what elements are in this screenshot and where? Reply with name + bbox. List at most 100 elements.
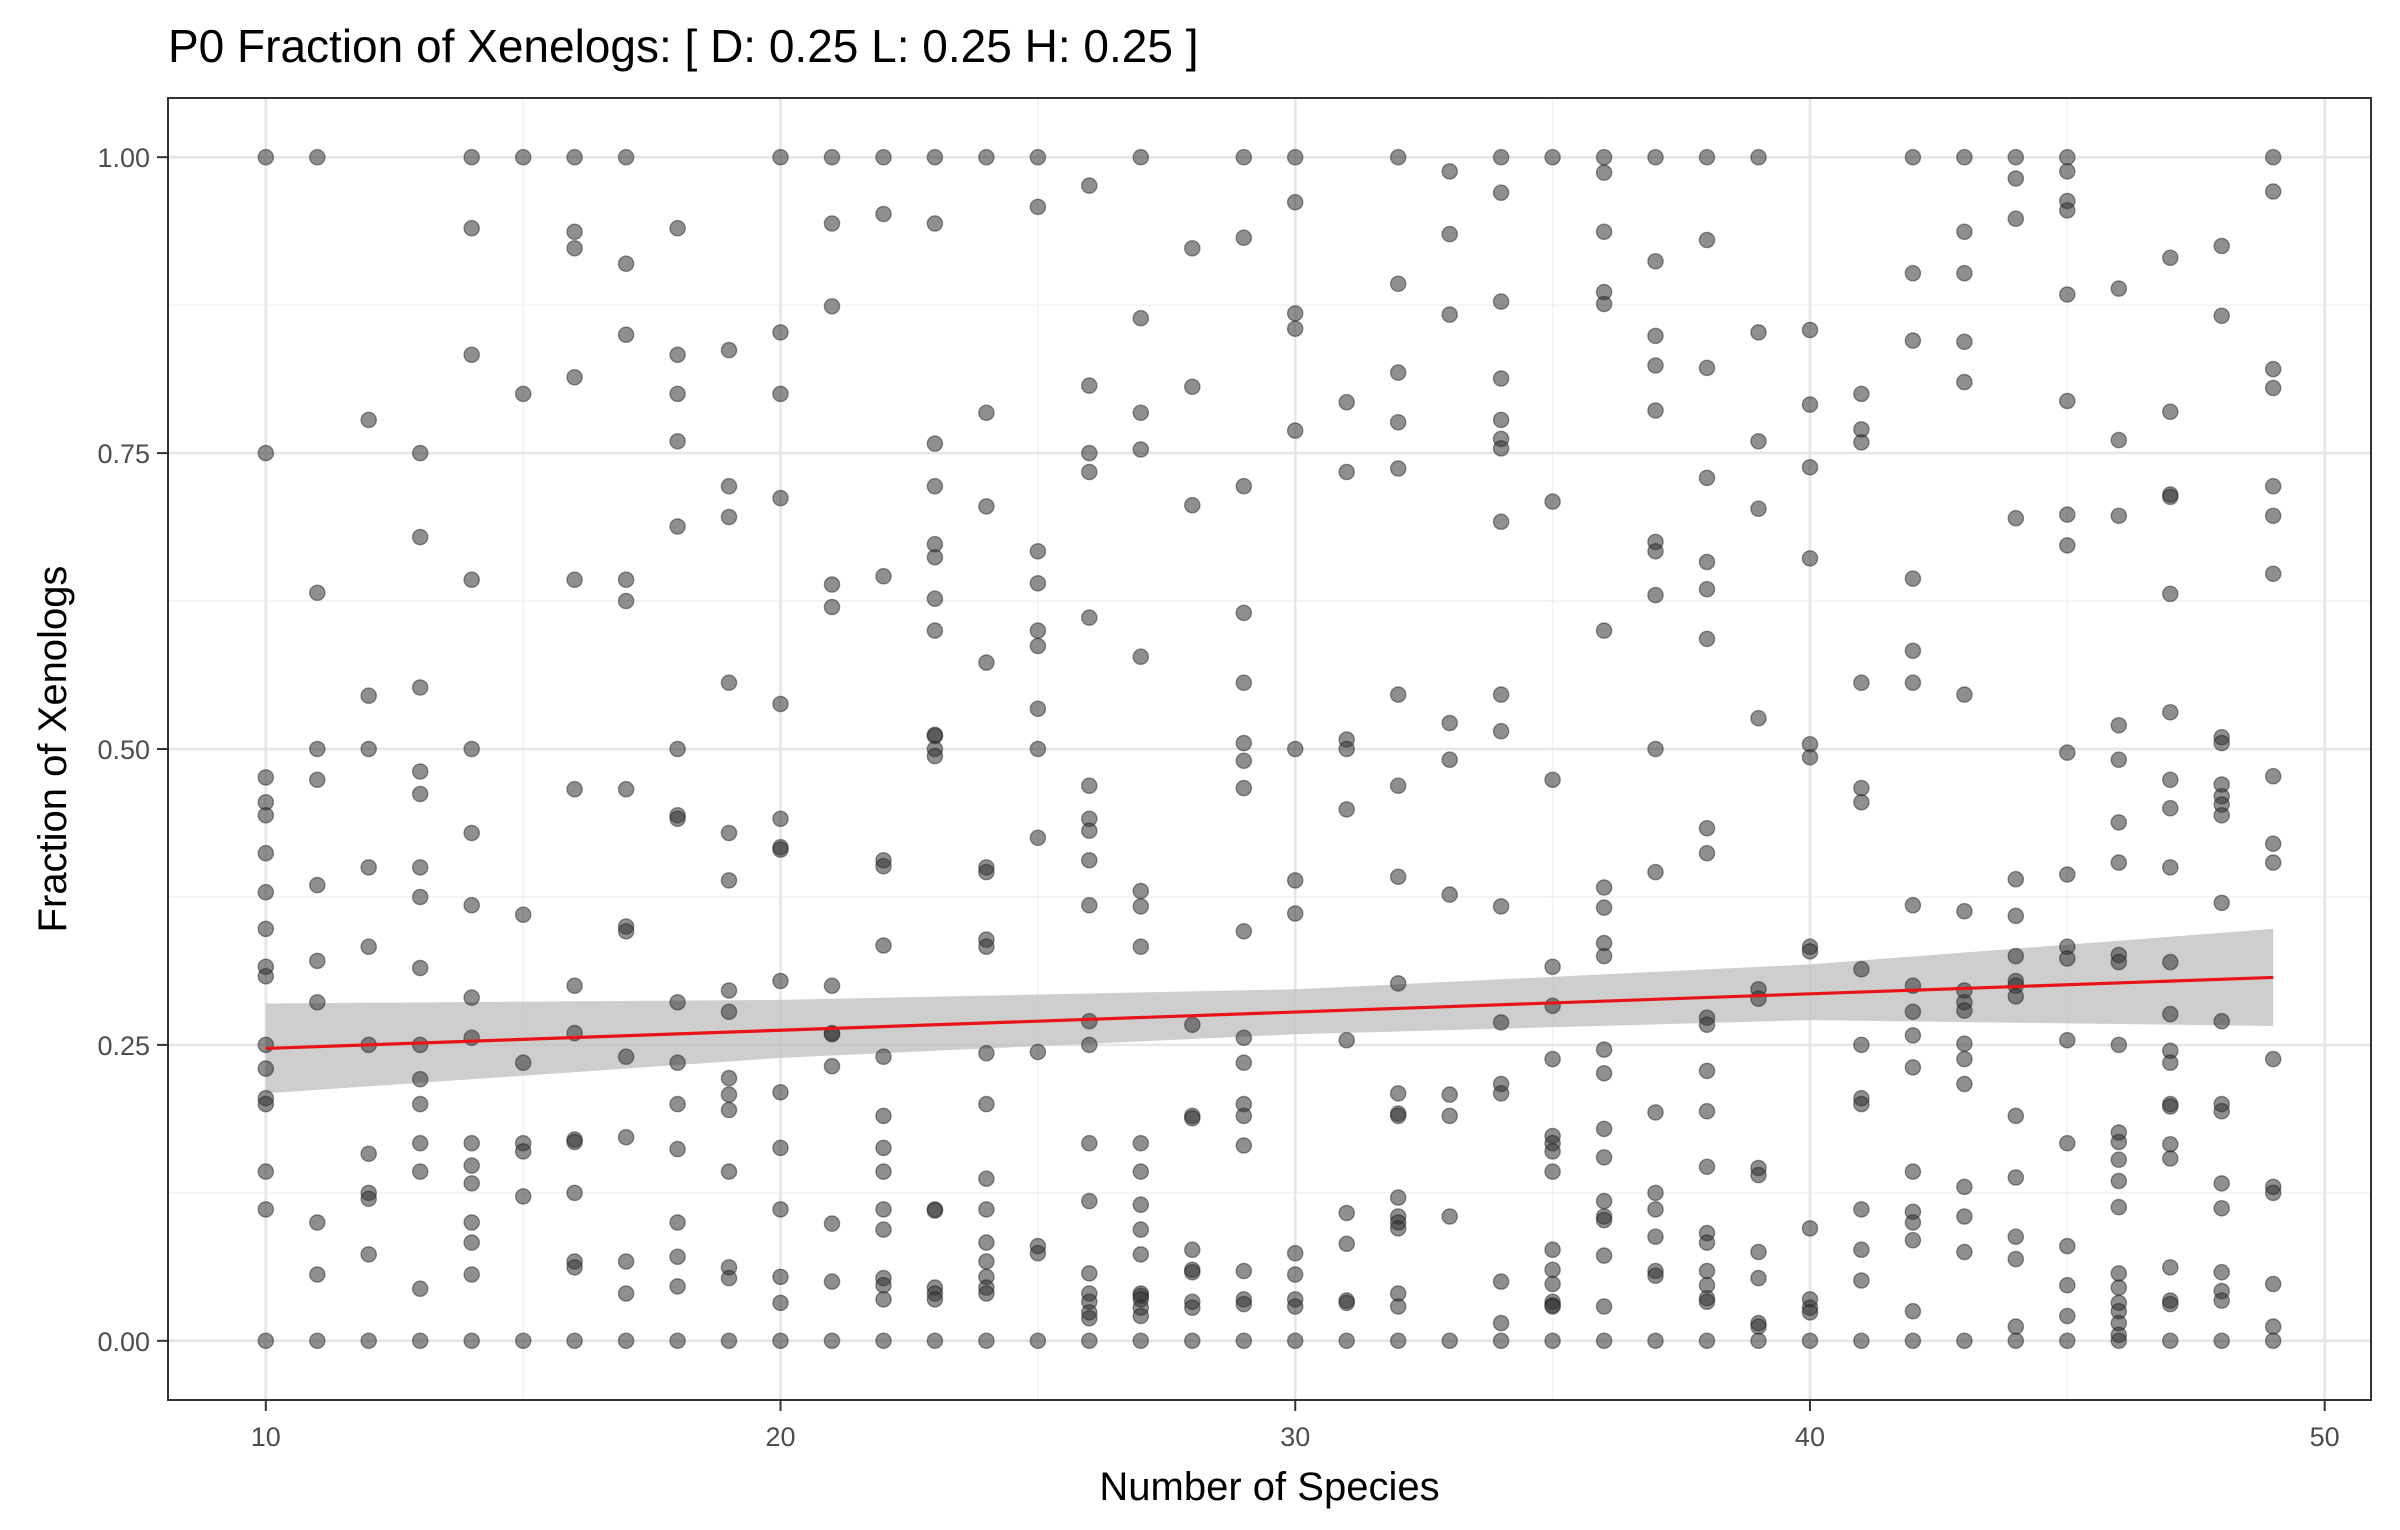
data-point (1956, 1243, 1973, 1261)
data-point (772, 841, 789, 858)
data-point (2007, 170, 2025, 187)
data-point (1647, 1184, 1664, 1202)
data-point (1338, 393, 1355, 411)
data-point (1647, 148, 1664, 166)
data-point (2110, 717, 2128, 734)
data-point (1544, 997, 1561, 1015)
data-point (1853, 434, 1870, 451)
data-point (1647, 327, 1664, 345)
data-point (1029, 829, 1047, 847)
data-point (1132, 1246, 1150, 1263)
data-point (360, 938, 378, 956)
data-point (875, 1276, 892, 1294)
data-point (2161, 859, 2179, 876)
data-point (1801, 396, 1819, 413)
data-point (1081, 1012, 1098, 1030)
data-point (617, 1332, 635, 1350)
data-point (463, 571, 481, 589)
data-point (2161, 953, 2179, 971)
data-point (1904, 1163, 1922, 1180)
data-point (2161, 1150, 2179, 1167)
data-point (566, 780, 583, 798)
data-point (308, 1332, 326, 1350)
data-point (1235, 674, 1253, 692)
data-point (308, 740, 326, 758)
data-point (1595, 1211, 1613, 1229)
data-point (2161, 1259, 2179, 1276)
data-point (2213, 237, 2230, 255)
data-point (1081, 377, 1098, 394)
data-point (257, 1095, 275, 1113)
data-point (617, 326, 635, 344)
data-point (1492, 370, 1510, 387)
data-point (1338, 1235, 1355, 1253)
data-point (926, 148, 944, 166)
data-point (1595, 1332, 1613, 1350)
data-point (1698, 1102, 1716, 1120)
data-point (2161, 771, 2179, 789)
data-point (2110, 280, 2128, 297)
data-point (1132, 1196, 1150, 1213)
data-point (2007, 1250, 2025, 1268)
data-point (1801, 458, 1819, 476)
data-point (463, 1029, 481, 1047)
data-point (1801, 1304, 1819, 1321)
data-point (823, 148, 841, 166)
data-point (2058, 537, 2076, 554)
data-point (1029, 740, 1047, 758)
data-point (1956, 333, 1973, 351)
data-point (978, 1044, 995, 1062)
data-point (514, 148, 532, 166)
data-point (1853, 1272, 1870, 1289)
data-point (1029, 1332, 1047, 1350)
data-point (1956, 1332, 1973, 1350)
data-point (2161, 1005, 2179, 1023)
data-point (1750, 1166, 1767, 1184)
data-point (2213, 1102, 2230, 1120)
data-point (1389, 1332, 1407, 1350)
data-point (978, 654, 995, 671)
data-point (2058, 1307, 2076, 1325)
data-point (1081, 777, 1098, 795)
chart-title: P0 Fraction of Xenelogs: [ D: 0.25 L: 0.… (168, 20, 1199, 72)
data-point (2110, 1036, 2128, 1054)
data-point (1595, 947, 1613, 965)
data-point (1132, 309, 1150, 327)
data-point (1441, 306, 1458, 323)
data-point (772, 148, 789, 166)
data-point (617, 780, 635, 798)
data-point (1081, 444, 1098, 462)
x-tick-label: 40 (1795, 1422, 1825, 1452)
data-point (2058, 1134, 2076, 1152)
data-point (1595, 1041, 1613, 1058)
data-point (1647, 586, 1664, 604)
data-point (1904, 1302, 1922, 1320)
data-point (2058, 950, 2076, 967)
data-point (772, 324, 789, 341)
data-point (1389, 975, 1407, 992)
data-point (1132, 898, 1150, 915)
data-point (1956, 148, 1973, 166)
data-point (1492, 1273, 1510, 1290)
data-point (2007, 1318, 2025, 1335)
data-point (1801, 321, 1819, 339)
data-point (1081, 1134, 1098, 1152)
data-point (1544, 148, 1561, 166)
data-point (1184, 1110, 1201, 1127)
data-point (772, 1332, 789, 1350)
data-point (308, 876, 326, 894)
data-point (1338, 463, 1355, 481)
data-point (1492, 1014, 1510, 1031)
data-point (2110, 1332, 2128, 1350)
data-point (1853, 1241, 1870, 1258)
data-point (1286, 1332, 1304, 1350)
data-point (720, 1332, 738, 1350)
data-point (1235, 229, 1253, 246)
data-point (2161, 799, 2179, 817)
data-point (1389, 364, 1407, 381)
data-point (2161, 1295, 2179, 1313)
data-point (1029, 575, 1047, 592)
data-point (1595, 164, 1613, 181)
data-point (360, 1246, 378, 1263)
data-point (1441, 886, 1458, 903)
